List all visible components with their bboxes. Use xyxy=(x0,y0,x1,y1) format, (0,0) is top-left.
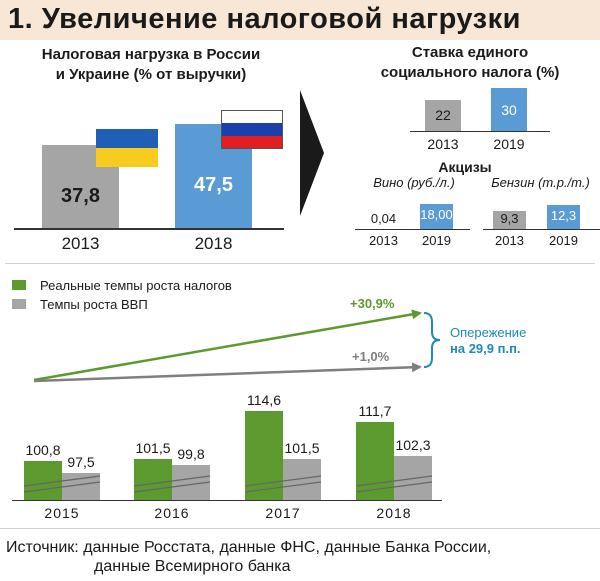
growth-value-gdp-2018: 102,3 xyxy=(395,436,431,453)
growth-value-taxes-2018: 111,7 xyxy=(358,402,392,419)
axis-break-line-2018 xyxy=(355,475,433,487)
growth-value-gdp-2015: 97,5 xyxy=(67,454,95,470)
axis-break-line-2017 xyxy=(244,475,322,487)
growth-value-taxes-2016: 101,5 xyxy=(135,439,171,456)
axis-break-line-2015 xyxy=(23,475,101,487)
growth-xlabel-2015: 2015 xyxy=(44,505,80,521)
tax-burden-value-2018: 47,5 xyxy=(194,173,233,196)
growth-value-gdp-2017: 101,5 xyxy=(284,439,320,456)
tax-burden-value-2013: 37,8 xyxy=(61,184,100,207)
excise-wine-value-2013: 0,04 xyxy=(370,211,397,226)
page-title: 1. Увеличение налоговой нагрузки xyxy=(8,3,521,35)
excise-wine-xlabel-2013: 2013 xyxy=(369,233,398,248)
growth-bar-gdp-2018 xyxy=(394,455,432,500)
social-tax-baseline xyxy=(410,131,550,132)
bracket-shape xyxy=(423,312,441,368)
tax-burden-baseline xyxy=(14,228,284,230)
growth-baseline xyxy=(12,500,442,501)
growth-bar-taxes-2018 xyxy=(356,421,394,500)
axis-break-line-2016 xyxy=(133,475,211,487)
tax-trend-label: +30,9% xyxy=(350,296,395,311)
excise-petrol-label: Бензин (т.р./т.) xyxy=(491,175,590,190)
tax-burden-xlabel-2013: 2013 xyxy=(61,234,100,253)
growth-xlabel-2018: 2018 xyxy=(376,505,412,521)
tax-burden-title-line-2: и Украине (% от выручки) xyxy=(55,66,247,83)
growth-value-taxes-2015: 100,8 xyxy=(25,442,61,459)
tax-burden-chart-title: Налоговая нагрузка в России и Украине (%… xyxy=(6,45,296,85)
social-tax-bar-2019 xyxy=(491,88,527,131)
social-tax-title-line-1: Ставка единого xyxy=(411,44,529,61)
lead-annotation: Опережение на 29,9 п.п. xyxy=(450,325,526,357)
growth-value-gdp-2016: 99,8 xyxy=(177,445,205,462)
social-tax-chart-title: Ставка единого социального налога (%) xyxy=(340,43,600,83)
excise-petrol-value-2019: 12,3 xyxy=(550,208,577,223)
russia-flag-icon xyxy=(221,110,283,149)
legend-swatch-taxes xyxy=(12,280,26,290)
excise-wine-baseline xyxy=(355,229,470,230)
excise-wine-xlabel-2019: 2019 xyxy=(422,233,451,248)
excise-wine-label: Вино (руб./л.) xyxy=(373,175,455,190)
axis-break-line-2016 xyxy=(133,481,211,493)
social-tax-title-line-2: социального налога (%) xyxy=(380,64,560,81)
source-line-2: данные Всемирного банка xyxy=(94,558,291,575)
excise-petrol-bar-2019 xyxy=(547,205,580,229)
social-tax-value-2019: 30 xyxy=(501,101,517,118)
excise-petrol-bar-2013 xyxy=(493,210,526,229)
excise-wine-value-2019: 18,00 xyxy=(420,207,453,223)
gdp-trend-label: +1,0% xyxy=(352,349,390,364)
axis-break-line-2015 xyxy=(23,481,101,493)
growth-xlabel-2017: 2017 xyxy=(265,505,301,521)
lead-annotation-line-2: на 29,9 п.п. xyxy=(450,341,521,356)
growth-bar-taxes-2015 xyxy=(24,461,62,500)
legend-swatch-gdp xyxy=(12,299,26,309)
excise-petrol-baseline xyxy=(483,229,600,230)
social-tax-xlabel-2013: 2013 xyxy=(427,136,459,152)
source-line-1: Источник: данные Росстата, данные ФНС, д… xyxy=(6,539,492,556)
title-bar xyxy=(0,0,600,40)
lead-annotation-line-1: Опережение xyxy=(450,325,527,340)
section-divider xyxy=(5,263,595,264)
social-tax-xlabel-2019: 2019 xyxy=(493,136,525,152)
arrow-separator-icon xyxy=(300,90,324,216)
growth-value-taxes-2017: 114,6 xyxy=(247,392,281,409)
ukraine-flag-icon xyxy=(96,129,158,167)
social-tax-bar-2013 xyxy=(425,99,461,131)
legend-label-gdp: Темпы роста ВВП xyxy=(40,297,148,312)
axis-break-line-2017 xyxy=(244,481,322,493)
growth-bar-taxes-2016 xyxy=(134,458,172,500)
tax-burden-title-line-1: Налоговая нагрузка в России xyxy=(41,46,261,63)
axis-break-line-2018 xyxy=(355,481,433,493)
excise-petrol-value-2013: 9,3 xyxy=(500,210,519,226)
social-tax-value-2013: 22 xyxy=(435,107,451,124)
excise-wine-bar-2013 xyxy=(367,228,400,229)
legend-label-taxes: Реальные темпы роста налогов xyxy=(40,278,232,293)
excise-petrol-xlabel-2013: 2013 xyxy=(495,233,524,248)
excise-petrol-xlabel-2019: 2019 xyxy=(549,233,578,248)
growth-xlabel-2016: 2016 xyxy=(154,505,190,521)
growth-bar-gdp-2017 xyxy=(283,458,321,500)
tax-trend-arrow xyxy=(33,309,422,382)
gdp-trend-arrow xyxy=(33,362,422,383)
source-divider xyxy=(0,528,600,529)
excise-title: Акцизы xyxy=(438,159,492,175)
source-note: Источник: данные Росстата, данные ФНС, д… xyxy=(6,538,491,576)
excise-wine-bar-2019 xyxy=(420,203,453,229)
tax-burden-xlabel-2018: 2018 xyxy=(194,234,233,253)
